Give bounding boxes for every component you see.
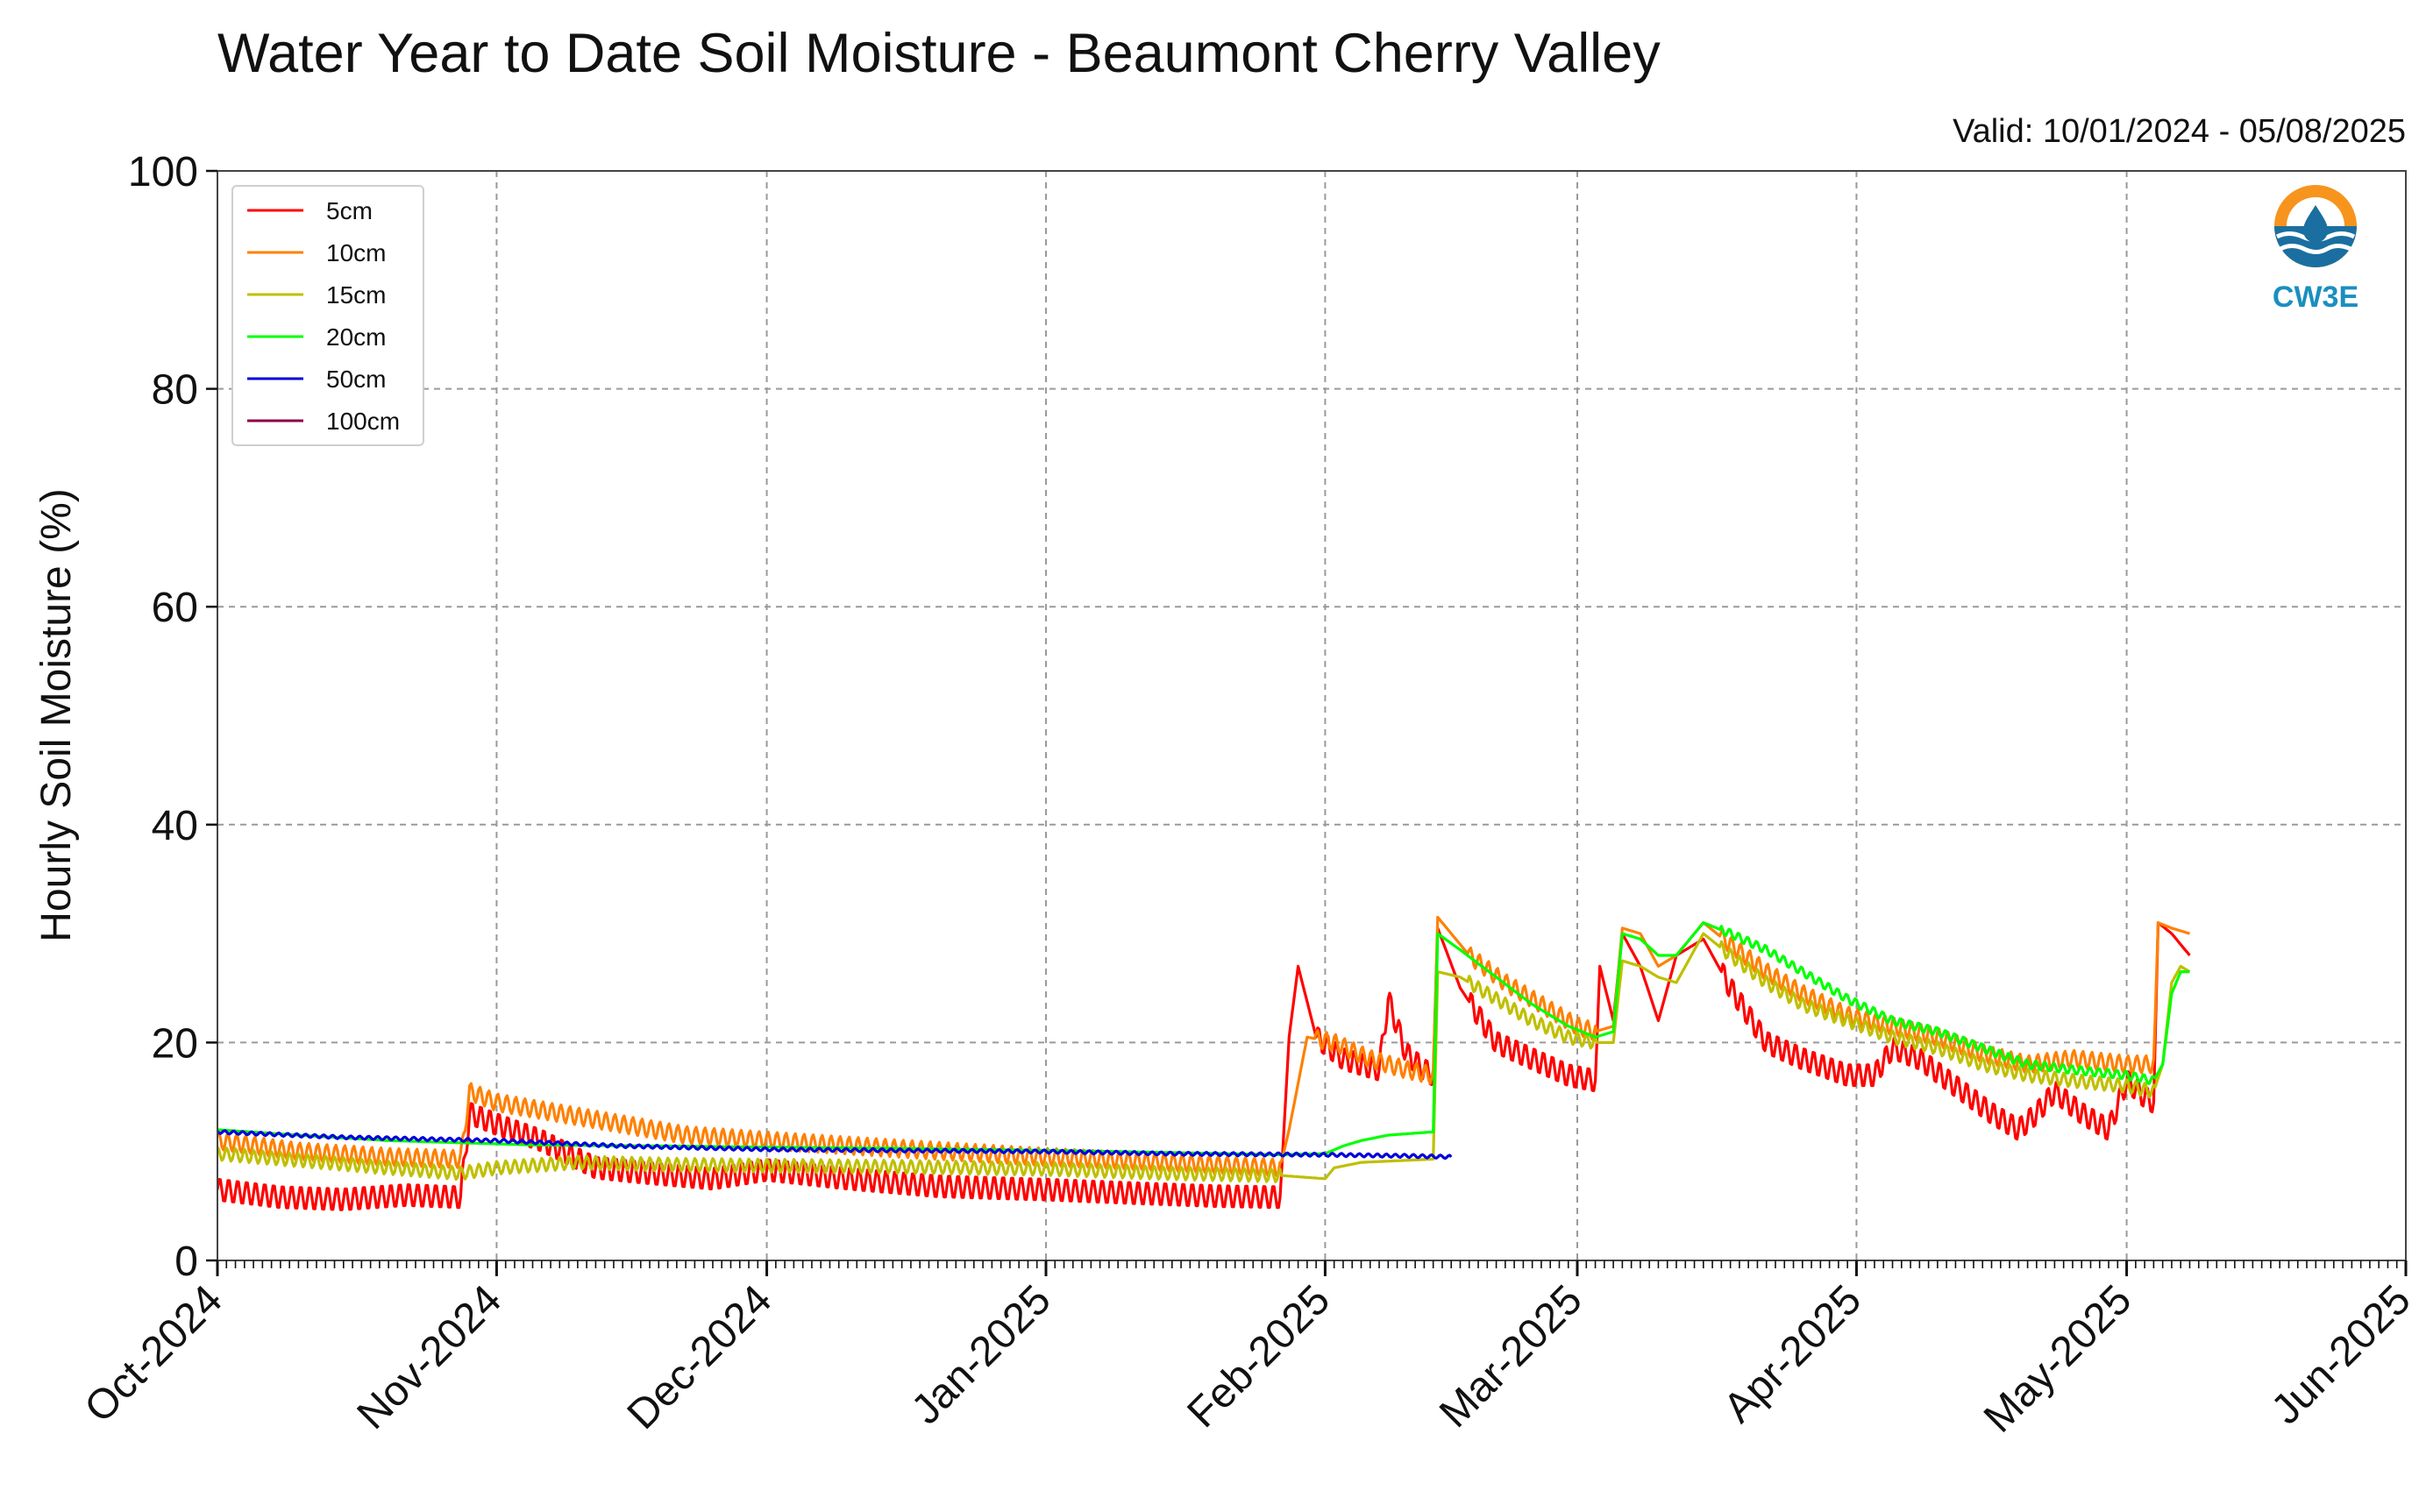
x-tick-label: Dec-2024 bbox=[619, 1276, 781, 1438]
logo-drop-icon bbox=[2303, 205, 2328, 243]
x-tick-label: Jan-2025 bbox=[903, 1276, 1060, 1433]
logo-water-icon bbox=[2274, 226, 2357, 267]
y-tick-label: 20 bbox=[152, 1020, 198, 1067]
legend-label-100cm: 100cm bbox=[326, 408, 400, 435]
y-tick-label: 60 bbox=[152, 585, 198, 631]
series-lines bbox=[217, 915, 2191, 1211]
x-axis: Oct-2024 Nov-2024 Dec-2024 Jan-2025 Feb-2025… bbox=[76, 1260, 2420, 1442]
x-tick-label: Nov-2024 bbox=[349, 1276, 511, 1438]
x-tick-label: Feb-2025 bbox=[1178, 1276, 1339, 1437]
y-tick-label: 40 bbox=[152, 803, 198, 849]
y-tick-label: 0 bbox=[174, 1239, 198, 1285]
logo-text: CW3E bbox=[2273, 280, 2358, 314]
series-line-10cm bbox=[217, 915, 2190, 1178]
x-tick-label: May-2025 bbox=[1975, 1276, 2140, 1441]
chart-title: Water Year to Date Soil Moisture - Beaum… bbox=[217, 23, 1661, 84]
chart-subtitle: Valid: 10/01/2024 - 05/08/2025 bbox=[1953, 113, 2406, 150]
legend-label-20cm: 20cm bbox=[326, 323, 386, 351]
y-tick-label: 100 bbox=[128, 149, 198, 195]
logo-wave-icon-2 bbox=[2279, 244, 2352, 254]
x-tick-label: Mar-2025 bbox=[1431, 1276, 1591, 1437]
series-line-15cm bbox=[217, 932, 2191, 1183]
grid-lines bbox=[217, 171, 2406, 1260]
y-axis-label: Hourly Soil Moisture (%) bbox=[33, 488, 80, 941]
legend-label-10cm: 10cm bbox=[326, 239, 386, 266]
y-axis: 0 20 40 60 80 100 bbox=[128, 149, 217, 1285]
legend: 5cm 10cm 15cm 20cm 50cm 100cm bbox=[231, 185, 424, 446]
legend-label-50cm: 50cm bbox=[326, 366, 386, 393]
legend-box bbox=[231, 185, 424, 446]
x-tick-label: Oct-2024 bbox=[76, 1276, 231, 1431]
legend-label-15cm: 15cm bbox=[326, 281, 386, 309]
cw3e-logo: CW3E bbox=[2273, 185, 2358, 314]
y-tick-label: 80 bbox=[152, 367, 198, 414]
x-tick-label: Apr-2025 bbox=[1715, 1276, 1870, 1431]
series-line-50cm bbox=[217, 1129, 1453, 1161]
x-tick-label: Jun-2025 bbox=[2263, 1276, 2420, 1433]
plot-frame bbox=[217, 170, 2407, 1261]
legend-label-5cm: 5cm bbox=[326, 197, 373, 224]
